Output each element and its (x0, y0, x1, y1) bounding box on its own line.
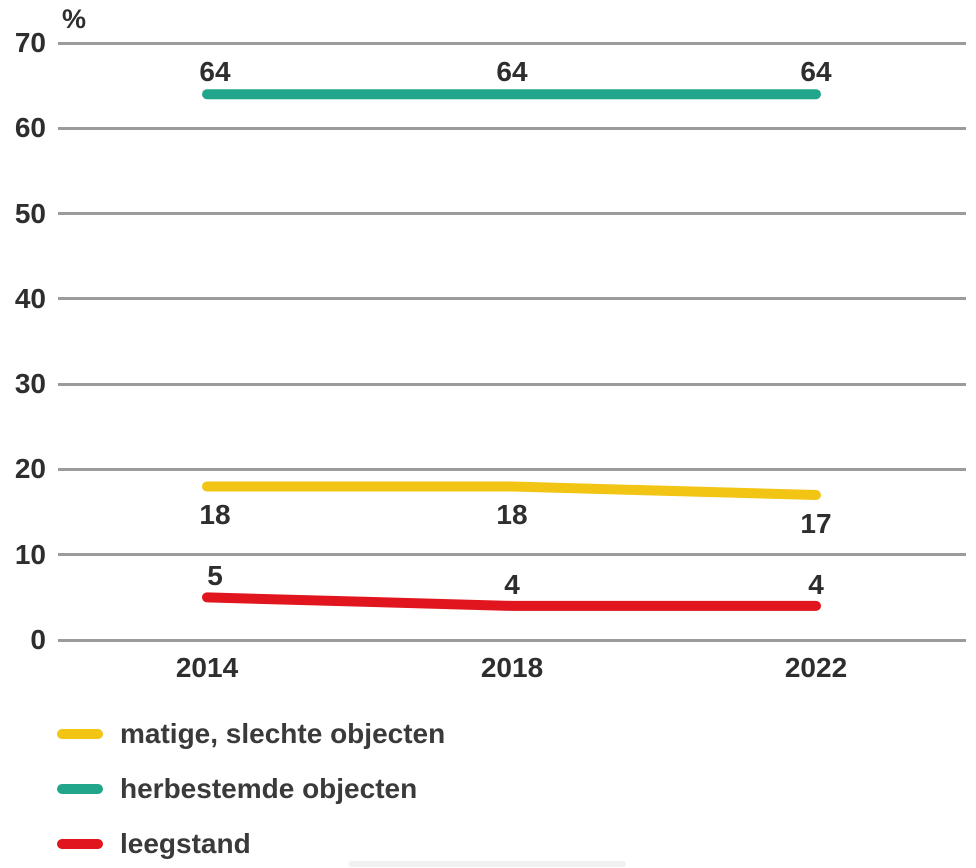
y-tick-label: 40 (14, 282, 46, 314)
value-label: 64 (199, 56, 231, 88)
y-tick-label: 70 (14, 27, 46, 58)
gridline (58, 297, 966, 301)
legend-item-matige-slechte-objecten: matige, slechte objecten (57, 717, 445, 751)
value-label: 64 (800, 56, 832, 88)
value-label: 18 (199, 499, 231, 531)
value-label: 5 (207, 560, 223, 592)
y-tick-label: 30 (14, 368, 46, 400)
value-label: 64 (496, 56, 528, 88)
legend-swatch (57, 784, 103, 794)
x-tick-label: 2022 (784, 652, 848, 683)
x-tick-label: 2018 (480, 652, 544, 683)
y-tick-label: 10 (14, 538, 46, 570)
gridline (58, 467, 966, 471)
legend-swatch (57, 839, 103, 849)
gridline (58, 553, 966, 557)
legend-label: herbestemde objecten (120, 773, 418, 804)
y-axis-unit-label: % (62, 4, 87, 34)
y-tick-label: 20 (14, 453, 46, 485)
legend-label: matige, slechte objecten (120, 718, 446, 749)
gridline (58, 382, 966, 386)
x-tick-label: 2014 (175, 652, 239, 683)
value-label: 4 (808, 568, 824, 600)
legend-swatch (57, 729, 103, 739)
gridline (58, 638, 966, 642)
value-label: 18 (496, 499, 528, 531)
gridline (58, 212, 966, 216)
y-tick-label: 60 (14, 112, 46, 144)
y-tick-label: 50 (14, 197, 46, 229)
legend-item-leegstand: leegstand (57, 827, 445, 861)
gridline (58, 126, 966, 130)
legend-label: leegstand (120, 828, 251, 859)
legend: matige, slechte objecten herbestemde obje… (57, 717, 445, 868)
series-line-matige-slechte-objecten (202, 481, 821, 500)
gridline (58, 41, 966, 45)
legend-item-herbestemde-objecten: herbestemde objecten (57, 772, 445, 806)
y-tick-label: 0 (30, 624, 46, 655)
value-label: 17 (800, 508, 832, 539)
value-label: 4 (504, 568, 520, 600)
bottom-scrollbar-artifact (348, 861, 626, 867)
